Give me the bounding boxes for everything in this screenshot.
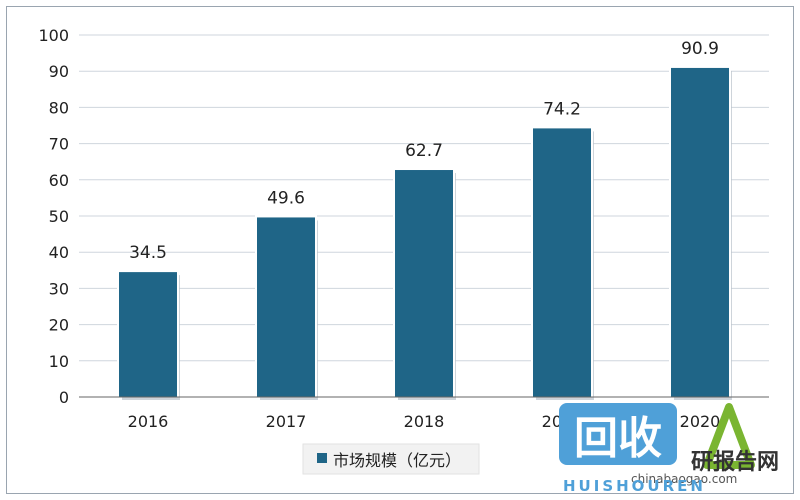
x-tick-label: 2018	[404, 412, 445, 431]
data-label: 90.9	[681, 39, 719, 59]
bar-2017	[257, 217, 315, 397]
bar-2019	[533, 128, 591, 397]
data-label: 49.6	[267, 188, 305, 208]
watermark-triangle-icon	[703, 403, 755, 469]
watermark-url: chinabaogao.com	[631, 472, 737, 486]
bars	[117, 65, 732, 400]
y-tick-label: 20	[49, 316, 69, 335]
bar-2018	[395, 170, 453, 397]
watermark-logo-bg	[559, 403, 677, 465]
y-tick-label: 50	[49, 207, 69, 226]
data-label: 62.7	[405, 141, 443, 161]
y-axis: 0 10 20 30 40 50 60 70 80 90 100	[38, 26, 69, 407]
watermark-subtext: HUISHOUREN	[563, 477, 706, 493]
y-tick-label: 70	[49, 135, 69, 154]
x-tick-label: 2017	[266, 412, 307, 431]
legend-swatch	[317, 453, 327, 463]
data-labels: 34.5 49.6 62.7 74.2 90.9	[129, 39, 719, 263]
y-tick-label: 90	[49, 62, 69, 81]
watermark-logo-text: 回收	[574, 413, 662, 464]
legend-box	[302, 443, 480, 475]
watermark-brand: 研报告网	[691, 450, 779, 475]
legend-label: 市场规模（亿元）	[333, 451, 461, 470]
x-tick-label: 2016	[128, 412, 169, 431]
y-tick-label: 80	[49, 98, 69, 117]
x-tick-label: 2020	[680, 412, 721, 431]
y-tick-label: 40	[49, 243, 69, 262]
y-tick-label: 30	[49, 279, 69, 298]
y-tick-label: 0	[59, 388, 69, 407]
bar-2016	[119, 272, 177, 397]
y-tick-label: 60	[49, 171, 69, 190]
y-tick-label: 10	[49, 352, 69, 371]
bar-2020	[671, 67, 729, 397]
data-label: 74.2	[543, 99, 581, 119]
data-label: 34.5	[129, 243, 167, 263]
y-tick-label: 100	[38, 26, 69, 45]
legend: 市场规模（亿元）	[302, 443, 480, 475]
watermark: 回收 研报告网 chinabaogao.com HUISHOUREN	[559, 403, 779, 493]
